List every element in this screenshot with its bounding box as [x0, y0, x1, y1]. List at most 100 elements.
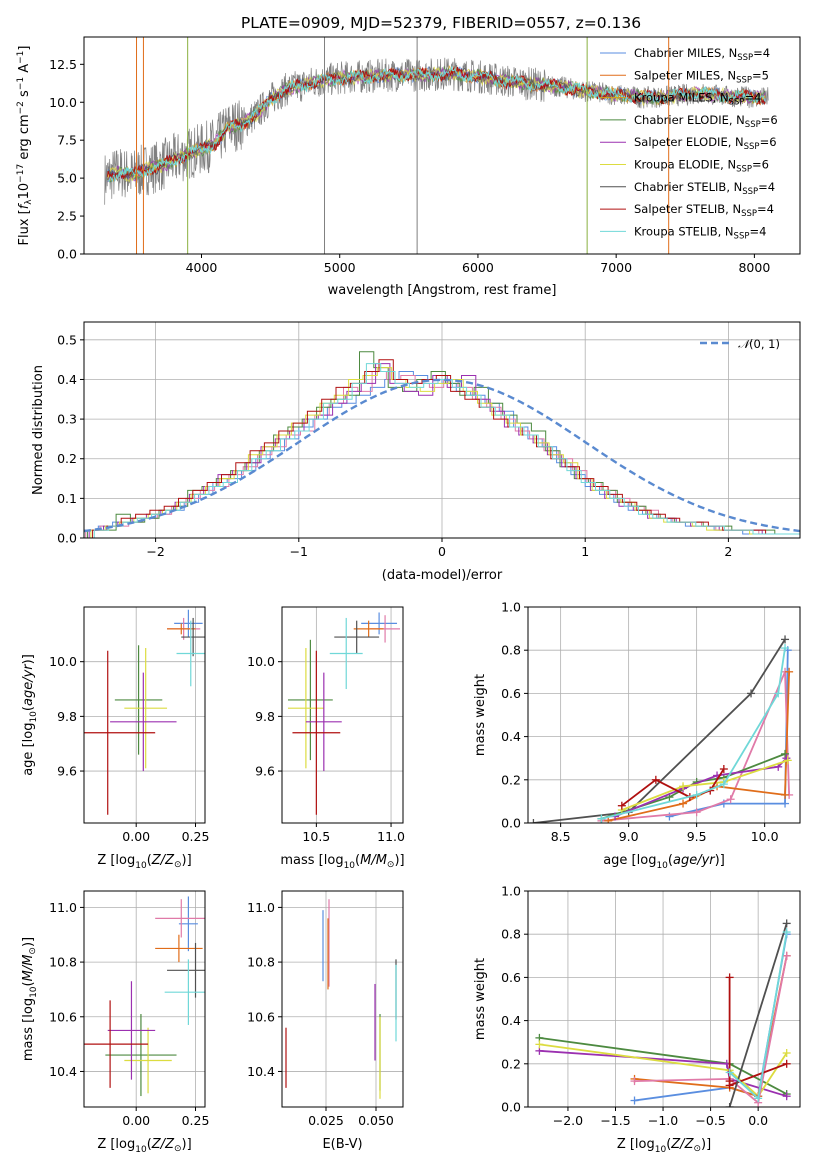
errorbar-point — [361, 612, 398, 635]
y-tick-label: 0.8 — [501, 927, 521, 942]
y-tick-label: 10.0 — [49, 654, 77, 669]
weight-marker — [725, 1081, 734, 1090]
weight-line — [634, 955, 788, 1105]
legend-entry: Chabrier MILES, NSSP=4 — [634, 46, 770, 63]
legend-entry: Kroupa MILES, NSSP=4 — [634, 91, 761, 108]
y-tick-label: 0.8 — [501, 643, 521, 658]
y-tick-label: 10.0 — [247, 654, 275, 669]
y-axis-label: Normed distribution — [31, 365, 46, 495]
x-tick-label: 1 — [581, 544, 589, 559]
weight-marker — [754, 1094, 763, 1103]
x-tick-label: 0 — [438, 544, 446, 559]
y-tick-label: 10.4 — [49, 1064, 77, 1079]
weight-line — [614, 757, 788, 818]
weight-marker — [782, 928, 791, 937]
legend-entry: Kroupa ELODIE, NSSP=6 — [634, 158, 769, 175]
weight-marker — [630, 1077, 639, 1086]
axes-box — [83, 606, 206, 824]
weight-marker — [725, 1103, 734, 1107]
axes-box — [83, 890, 206, 1108]
x-tick-label: 0.00 — [122, 829, 150, 844]
x-tick-label: 8.5 — [551, 829, 571, 844]
x-tick-label: −0.5 — [695, 1113, 725, 1128]
weight-marker — [617, 801, 626, 810]
x-tick-label: 2 — [724, 544, 732, 559]
y-tick-label: 0.0 — [501, 1100, 521, 1115]
errorbar-point — [164, 959, 205, 1025]
y-tick-label: 2.5 — [57, 209, 77, 224]
weight-marker — [781, 799, 790, 808]
weight-marker — [781, 790, 790, 799]
weight-marker — [725, 973, 734, 982]
x-tick-label: 8000 — [738, 260, 770, 275]
weight-marker — [692, 790, 701, 799]
x-tick-label: 10.5 — [302, 829, 330, 844]
y-tick-label: 11.0 — [49, 900, 77, 915]
normal-curve — [84, 378, 800, 533]
y-tick-label: 0.2 — [57, 451, 77, 466]
figure-title: PLATE=0909, MJD=52379, FIBERID=0557, z=0… — [241, 14, 641, 32]
errorbar-point — [84, 650, 156, 815]
x-axis-label: Z [log10(Z/Z⊙)] — [617, 1137, 711, 1155]
weight-marker — [529, 819, 538, 823]
spectrum-frame: 4000 5000 6000 7000 8000 0.0 2.5 5.0 7.5 10.0 12.5 — [49, 36, 801, 275]
y-tick-label: 0.4 — [501, 729, 521, 744]
errorbar-point — [287, 639, 333, 761]
y-tick-label: 9.6 — [57, 764, 77, 779]
histogram-step — [93, 363, 800, 538]
weight-line — [728, 923, 788, 1107]
weight-marker — [719, 780, 728, 789]
errorbar-point — [176, 620, 205, 687]
y-tick-label: 9.8 — [255, 709, 275, 724]
x-tick-label: −2.0 — [553, 1113, 583, 1128]
legend-entry: 𝒩(0, 1) — [738, 337, 780, 351]
errorbar-point — [174, 609, 203, 638]
age_vs_mass-frame: 10.5 11.0 9.6 9.8 10.0 — [247, 606, 405, 844]
x-tick-label: 9.0 — [619, 829, 639, 844]
y-tick-label: 0.1 — [57, 491, 77, 506]
age_vs_Z-points — [84, 609, 205, 815]
weight-marker — [782, 1059, 791, 1068]
histogram-legend: 𝒩(0, 1) — [700, 337, 780, 351]
x-tick-label: 10.0 — [751, 829, 779, 844]
y-tick-label: 0.4 — [57, 372, 77, 387]
x-tick-label: −1.5 — [600, 1113, 630, 1128]
weight-marker — [781, 635, 790, 644]
y-tick-label: 10.6 — [247, 1009, 275, 1024]
x-tick-label: 0.050 — [358, 1113, 394, 1128]
mass_vs_ebv-axes — [282, 891, 403, 1107]
weight-marker — [725, 1068, 734, 1077]
legend-entry: Kroupa STELIB, NSSP=4 — [634, 224, 766, 241]
y-axis-label: mass [log10(M/M⊙)] — [21, 937, 39, 1061]
errorbar-point — [110, 672, 177, 772]
x-axis-label: Z [log10(Z/Z⊙)] — [97, 1137, 191, 1155]
x-tick-label: 0.25 — [182, 829, 210, 844]
weight_vs_age-frame: 8.5 9.0 9.5 10.0 0.0 0.2 0.4 0.6 0.8 1.0 — [501, 600, 801, 844]
x-tick-label: −1 — [290, 544, 308, 559]
weight-marker — [774, 689, 783, 698]
weight-marker — [781, 644, 790, 653]
x-tick-label: 0.025 — [308, 1113, 344, 1128]
errorbar-point — [155, 934, 203, 963]
x-axis-label: age [log10(age/yr)] — [603, 853, 725, 871]
legend-entry: Chabrier STELIB, NSSP=4 — [634, 180, 775, 197]
weight_vs_age-series — [529, 635, 794, 823]
x-tick-label: 4000 — [186, 260, 218, 275]
y-tick-label: 0.2 — [501, 772, 521, 787]
histogram-step — [88, 363, 800, 538]
errorbar-point — [84, 1000, 149, 1088]
errorbar-point — [305, 672, 342, 772]
histogram-step — [90, 367, 800, 538]
y-tick-label: 5.0 — [57, 171, 77, 186]
errorbar-point — [167, 942, 205, 998]
weight-marker — [747, 689, 756, 698]
weight-marker — [782, 1092, 791, 1101]
y-tick-label: 0.5 — [57, 332, 77, 347]
y-tick-label: 0.3 — [57, 412, 77, 427]
errorbar-point — [114, 645, 163, 755]
mass_vs_Z-axes — [84, 891, 205, 1107]
y-axis-label: age [log10(age/yr)] — [21, 654, 39, 776]
weight-marker — [782, 1049, 791, 1057]
x-axis-label: (data-model)/error — [382, 568, 503, 583]
